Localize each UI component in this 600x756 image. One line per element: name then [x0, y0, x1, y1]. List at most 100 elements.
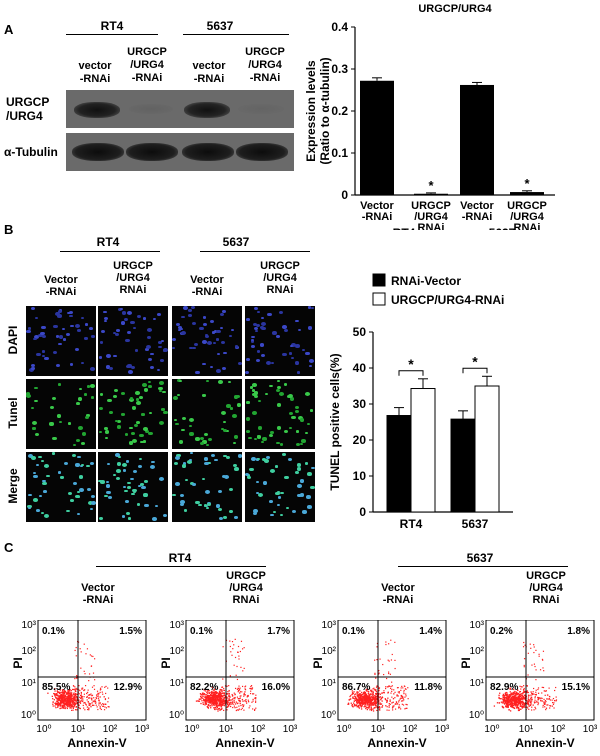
flow-event-dot — [381, 692, 382, 693]
flow-event-dot — [220, 709, 221, 710]
flow-event-dot — [552, 706, 553, 707]
facs-plot-title: Vector -RNAi — [354, 582, 442, 606]
cell-nucleus — [290, 345, 293, 347]
blot-cell-line-rt4: RT4 — [86, 20, 138, 32]
flow-event-dot — [217, 698, 218, 699]
flow-event-dot — [553, 702, 554, 703]
flow-event-dot — [52, 696, 53, 697]
flow-event-dot — [96, 697, 97, 698]
facs-plot-title-line: -RNAi — [354, 594, 442, 606]
cell-nucleus — [120, 308, 123, 310]
flow-event-dot — [57, 700, 58, 701]
flow-event-dot — [392, 685, 393, 686]
flow-event-dot — [212, 704, 213, 705]
flow-event-dot — [369, 699, 370, 700]
flow-event-dot — [390, 704, 391, 705]
cell-nucleus — [202, 340, 207, 344]
cell-nucleus — [292, 510, 296, 513]
flow-event-dot — [90, 703, 91, 704]
flow-event-dot — [97, 709, 98, 710]
flow-event-dot — [229, 690, 230, 691]
micro-column-label-line: -RNAi — [26, 286, 96, 298]
flow-event-dot — [252, 687, 253, 688]
flow-event-dot — [219, 691, 220, 692]
cell-nucleus — [284, 476, 289, 480]
flow-event-dot — [230, 700, 231, 701]
flow-event-dot — [73, 685, 74, 686]
flow-event-dot — [206, 697, 207, 698]
flow-xtick-label: 10¹ — [71, 724, 86, 735]
cell-nucleus — [203, 316, 207, 319]
flow-event-dot — [368, 700, 369, 701]
cell-nucleus — [255, 330, 259, 333]
chart-a-ytick-label: 0.1 — [331, 146, 348, 160]
cell-nucleus — [179, 328, 182, 330]
flow-event-dot — [512, 699, 513, 700]
flow-event-dot — [534, 664, 535, 665]
flow-event-dot — [538, 654, 539, 655]
cell-nucleus — [78, 426, 83, 430]
flow-event-dot — [207, 701, 208, 702]
flow-event-dot — [239, 698, 240, 699]
flow-event-dot — [379, 710, 380, 711]
flow-event-dot — [509, 694, 510, 695]
flow-event-dot — [243, 706, 244, 707]
cell-nucleus — [31, 407, 34, 409]
cell-nucleus — [57, 314, 62, 318]
flow-event-dot — [230, 702, 231, 703]
facs-plot-title: URGCP/URG4 RNAi — [502, 570, 590, 606]
flow-event-dot — [399, 692, 400, 693]
cell-nucleus — [141, 486, 146, 490]
flow-event-dot — [54, 695, 55, 696]
flow-ylabel: PI — [159, 651, 173, 675]
flow-event-dot — [522, 693, 523, 694]
flow-event-dot — [519, 694, 520, 695]
flow-event-dot — [533, 688, 534, 689]
cell-nucleus — [137, 503, 141, 506]
cell-nucleus — [218, 508, 222, 511]
flow-event-dot — [72, 702, 73, 703]
flow-event-dot — [375, 694, 376, 695]
facs-plot-title-line: Vector — [54, 582, 142, 594]
flow-event-dot — [73, 692, 74, 693]
flow-event-dot — [510, 702, 511, 703]
cell-nucleus — [172, 338, 176, 341]
flow-ytick-label: 10³ — [170, 620, 185, 631]
blot-band — [238, 104, 284, 114]
flow-event-dot — [360, 704, 361, 705]
cell-nucleus — [308, 306, 312, 309]
cell-nucleus — [155, 505, 158, 507]
flow-event-dot — [201, 700, 202, 701]
cell-nucleus — [133, 327, 136, 329]
flow-event-dot — [380, 703, 381, 704]
flow-event-dot — [80, 698, 81, 699]
flow-event-dot — [400, 690, 401, 691]
micrograph-dapi — [98, 306, 168, 376]
flow-event-dot — [520, 694, 521, 695]
flow-event-dot — [234, 697, 235, 698]
cell-nucleus — [58, 343, 61, 345]
flow-event-dot — [223, 692, 224, 693]
flow-event-dot — [204, 704, 205, 705]
flow-event-dot — [383, 674, 384, 675]
cell-nucleus — [310, 409, 313, 411]
flow-quadrant-lr: 11.8% — [414, 682, 442, 693]
flow-event-dot — [94, 701, 95, 702]
flow-event-dot — [244, 686, 245, 687]
flow-event-dot — [219, 697, 220, 698]
cell-nucleus — [128, 370, 133, 374]
flow-event-dot — [399, 707, 400, 708]
cell-nucleus — [289, 352, 292, 354]
flow-event-dot — [62, 697, 63, 698]
cell-nucleus — [98, 480, 102, 483]
cell-nucleus — [223, 516, 227, 519]
flow-event-dot — [519, 696, 520, 697]
cell-nucleus — [235, 345, 238, 347]
flow-event-dot — [75, 650, 76, 651]
flow-event-dot — [234, 702, 235, 703]
flow-event-dot — [512, 703, 513, 704]
flow-event-dot — [90, 706, 91, 707]
cell-nucleus — [189, 432, 193, 435]
flow-event-dot — [510, 706, 511, 707]
cell-nucleus — [221, 411, 226, 415]
